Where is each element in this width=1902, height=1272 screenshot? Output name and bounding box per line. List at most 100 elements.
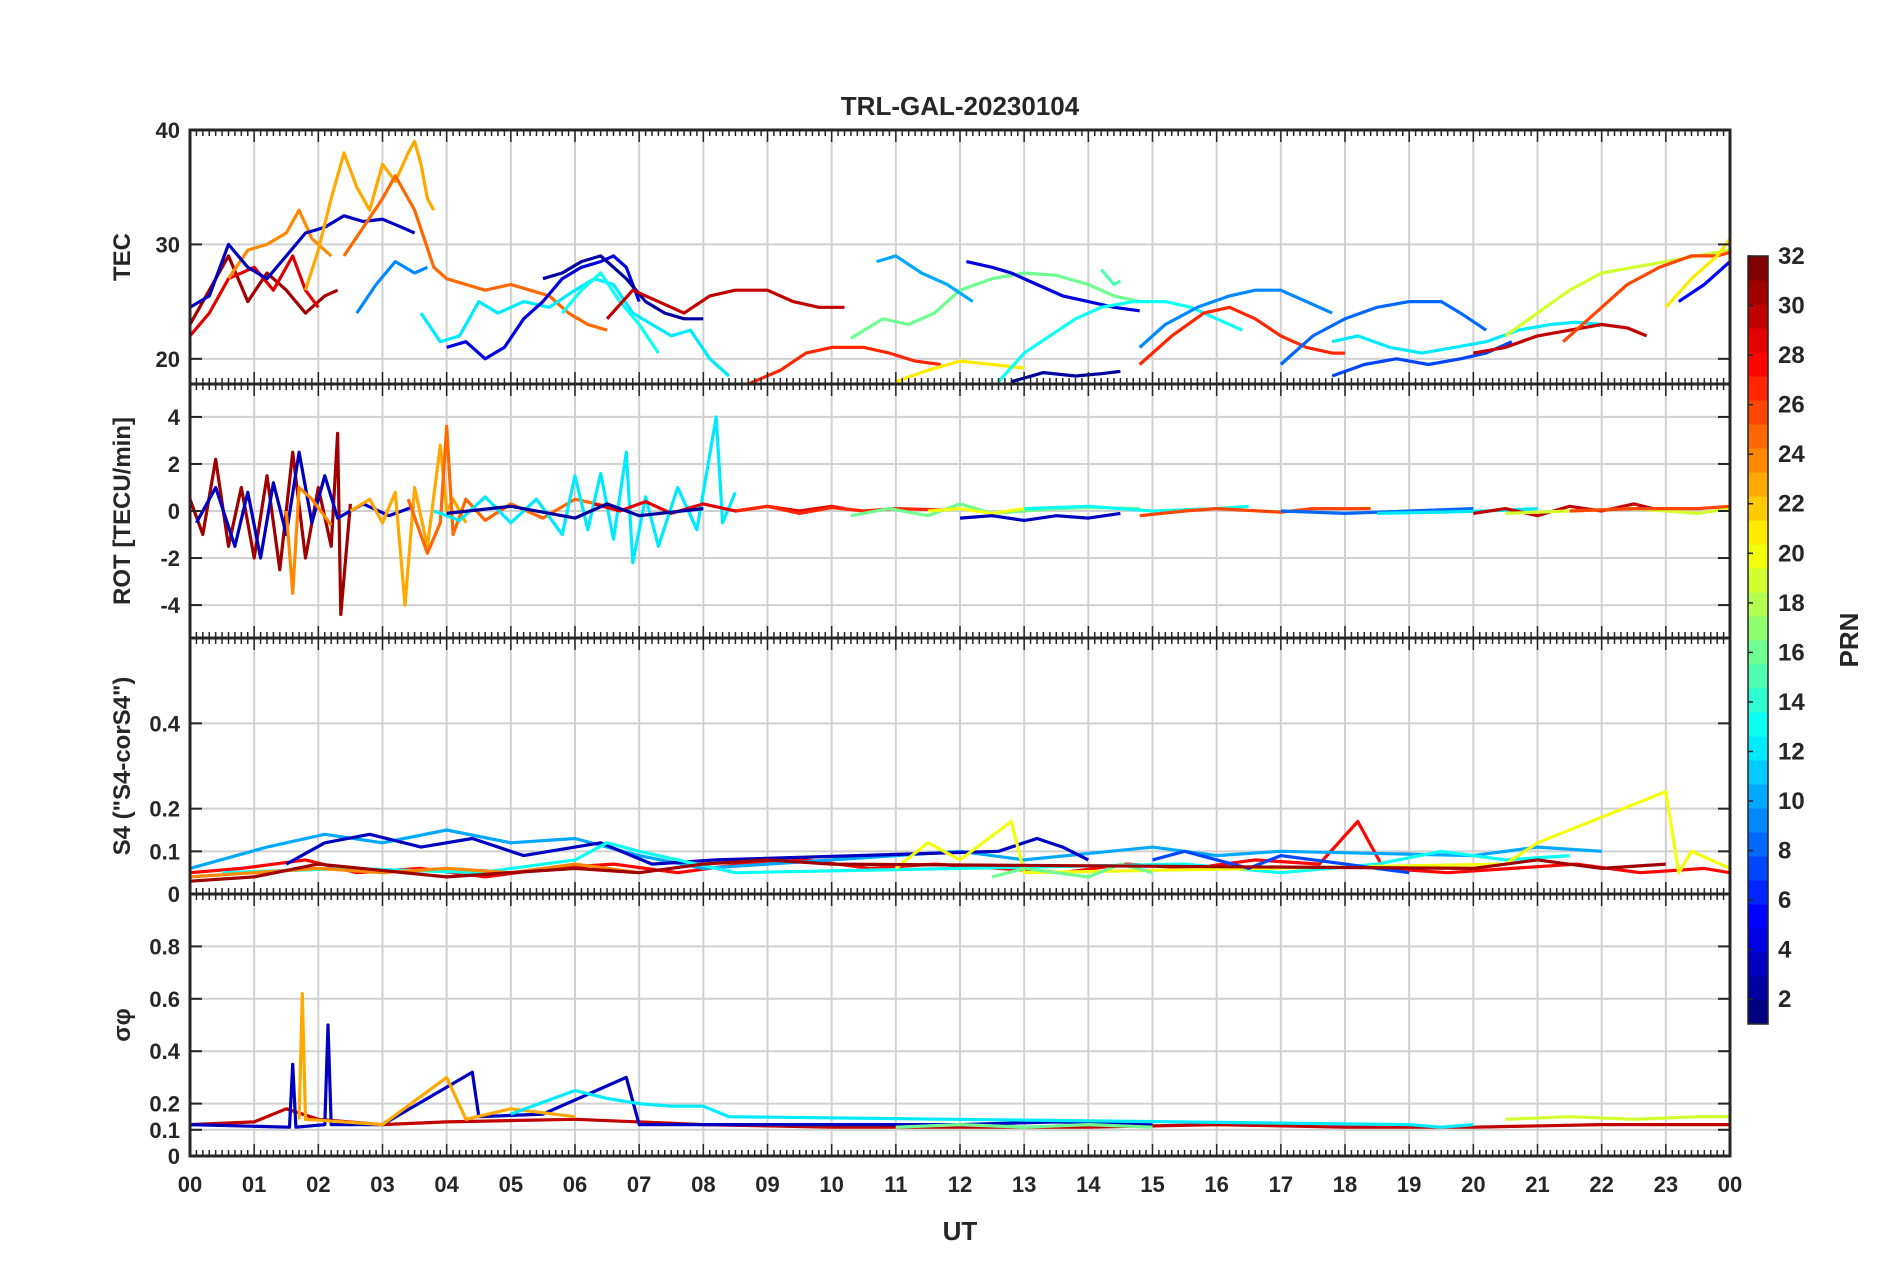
colorbar-segment [1748, 352, 1768, 377]
series-line-prn-26 [1139, 507, 1371, 518]
x-tick-label: 02 [306, 1172, 330, 1197]
y-tick-label: 0.2 [149, 1092, 180, 1117]
series-line-prn-23 [349, 443, 468, 607]
x-tick-label: 17 [1269, 1172, 1293, 1197]
colorbar-segment [1748, 856, 1768, 881]
series-line-prn-12 [510, 1088, 1474, 1129]
colorbar-segment [1748, 424, 1768, 449]
colorbar-segment [1748, 304, 1768, 329]
x-tick-label: 14 [1076, 1172, 1101, 1197]
x-tick-label: 20 [1461, 1172, 1485, 1197]
y-tick-label: -4 [160, 593, 180, 618]
y-tick-label: 0.8 [149, 934, 180, 959]
colorbar-segment [1748, 256, 1768, 281]
colorbar-segment [1748, 280, 1768, 305]
series-line-prn-5 [1677, 260, 1730, 303]
series-line-prn-12 [1331, 320, 1602, 355]
colorbar-segment [1748, 760, 1768, 785]
y-axis-label: TEC [109, 233, 136, 281]
series-line-prn-21 [895, 359, 1025, 384]
colorbar-segment [1748, 448, 1768, 473]
colorbar-tick-label: 2 [1778, 986, 1791, 1013]
colorbar-segment [1748, 712, 1768, 737]
x-tick-label: 00 [1718, 1172, 1742, 1197]
colorbar-segment [1748, 976, 1768, 1001]
colorbar-segment [1748, 1000, 1768, 1025]
colorbar-frame [1747, 255, 1769, 1025]
series-line-prn-9 [355, 260, 429, 314]
colorbar-segment [1748, 544, 1768, 569]
colorbar-segment [1748, 664, 1768, 689]
y-tick-label: 0.1 [149, 1118, 180, 1143]
colorbar-tick-label: 12 [1778, 738, 1805, 765]
series-line-prn-8 [1279, 300, 1488, 366]
x-tick-label: 01 [242, 1172, 266, 1197]
series-line-prn-16 [895, 1122, 1153, 1129]
chart-title: TRL-GAL-20230104 [841, 91, 1080, 121]
colorbar-segment [1748, 472, 1768, 497]
colorbar-segment [1748, 952, 1768, 977]
series-line-prn-13 [560, 271, 660, 354]
series-line-prn-24 [284, 485, 333, 595]
x-tick-label: 15 [1140, 1172, 1164, 1197]
colorbar-segment [1748, 784, 1768, 809]
colorbar-tick-label: 26 [1778, 392, 1805, 419]
series-line-prn-3 [190, 214, 416, 309]
colorbar-tick-label: 8 [1778, 838, 1791, 865]
x-tick-label: 03 [370, 1172, 394, 1197]
colorbar-segment [1748, 568, 1768, 593]
series-line-prn-31 [190, 431, 352, 617]
x-tick-label: 08 [691, 1172, 715, 1197]
series-line-prn-24 [190, 862, 640, 879]
series-line-prn-3 [959, 511, 1121, 523]
series-line-prn-31 [190, 858, 1666, 883]
y-tick-label: 0.1 [149, 839, 180, 864]
colorbar-segment [1748, 496, 1768, 521]
x-tick-label: 07 [627, 1172, 651, 1197]
x-tick-label: 04 [434, 1172, 459, 1197]
y-tick-label: 0.6 [149, 987, 180, 1012]
series-line-prn-10 [876, 254, 974, 303]
colorbar-segment [1748, 616, 1768, 641]
y-tick-label: 0.4 [149, 1039, 180, 1064]
panel-s4: 0 0.1 0.2 0.4 S4 ("S4-corS4") [109, 636, 1732, 907]
series-line-prn-2 [446, 502, 704, 520]
x-axis: 00 01 02 03 04 05 06 07 08 09 10 11 12 13 14 15 16 17 18 19… [178, 1172, 1742, 1197]
series-line-prn-26 [1569, 504, 1730, 513]
colorbar-tick-label: 20 [1778, 540, 1805, 567]
series-line-prn-27 [747, 345, 942, 384]
colorbar-segment [1748, 400, 1768, 425]
series-line-prn-24 [227, 208, 333, 280]
x-tick-label: 21 [1525, 1172, 1549, 1197]
series-line-prn-4 [446, 254, 641, 361]
colorbar-segment [1748, 736, 1768, 761]
series-line-prn-16 [850, 271, 1141, 340]
colorbar-segment [1748, 880, 1768, 905]
series-line-prn-23 [297, 991, 576, 1127]
colorbar-tick-label: 32 [1778, 243, 1805, 270]
x-tick-label: 11 [884, 1172, 907, 1197]
y-tick-label: 0 [168, 1144, 180, 1169]
x-tick-label: 18 [1333, 1172, 1357, 1197]
y-tick-label: 0 [168, 882, 180, 907]
x-axis-label: UT [943, 1216, 978, 1246]
series-group [190, 789, 1730, 883]
y-axis-label: ROT [TECU/min] [109, 417, 136, 605]
x-tick-label: 06 [563, 1172, 587, 1197]
series-line-prn-19 [1505, 1115, 1730, 1121]
series-group [190, 991, 1730, 1129]
series-group [190, 139, 1730, 384]
y-axis-label: σφ [109, 1008, 136, 1042]
series-line-prn-12 [433, 415, 737, 565]
colorbar-segment [1748, 832, 1768, 857]
series-line-prn-13 [222, 841, 1570, 875]
x-tick-label: 00 [178, 1172, 202, 1197]
series-line-prn-27 [1138, 305, 1345, 366]
y-tick-label: 30 [156, 232, 180, 257]
y-tick-label: 20 [156, 347, 180, 372]
x-tick-label: 23 [1654, 1172, 1678, 1197]
colorbar-segment [1748, 328, 1768, 353]
x-tick-label: 05 [499, 1172, 523, 1197]
x-tick-label: 10 [819, 1172, 843, 1197]
y-tick-label: 4 [168, 405, 181, 430]
